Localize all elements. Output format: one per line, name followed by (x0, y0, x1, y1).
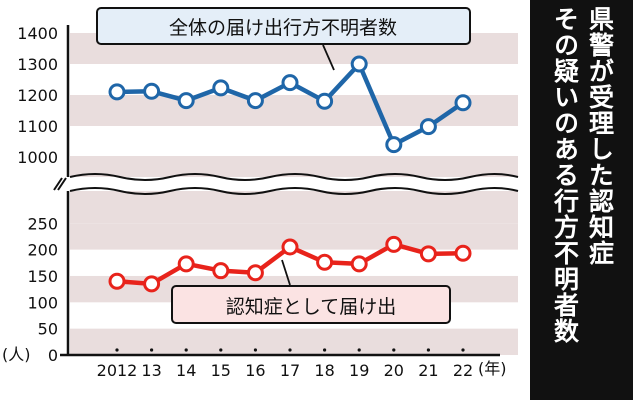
label-dementia: 認知症として届け出 (171, 259, 451, 324)
label-box-dementia (171, 285, 451, 324)
label-box-total (96, 7, 471, 45)
x-unit-label: (年) (478, 359, 507, 378)
label-total: 全体の届け出行方不明者数 (96, 7, 471, 71)
lower-y-ticks: 250 200 150 100 50 0 (27, 214, 58, 365)
y-tick-label: 200 (27, 241, 58, 260)
data-point (177, 92, 195, 110)
side-title-col-2: その疑いのある行方不明者数 (551, 6, 581, 344)
data-point (316, 92, 334, 110)
x-tick-dot (323, 348, 327, 352)
y-tick-label: 1200 (17, 86, 58, 105)
data-point (385, 235, 403, 253)
x-tick-label: 22 (453, 361, 473, 380)
data-point (143, 275, 161, 293)
y-tick-label: 1300 (17, 55, 58, 74)
series-name-total: 全体の届け出行方不明者数 (169, 17, 397, 39)
y-tick-label: 50 (38, 320, 58, 339)
y-tick-label: 1100 (17, 117, 58, 136)
y-tick-label: 150 (27, 267, 58, 286)
axis-break (30, 173, 530, 195)
data-point (143, 82, 161, 100)
y-tick-label: 100 (27, 293, 58, 312)
x-tick-label: 17 (280, 361, 300, 380)
data-point (419, 245, 437, 263)
data-point (246, 92, 264, 110)
x-tick-label: 19 (349, 361, 369, 380)
data-point (281, 238, 299, 256)
x-tick-label: 13 (141, 361, 161, 380)
x-tick-dot (357, 348, 361, 352)
data-point (454, 94, 472, 112)
upper-y-ticks: 1400 1300 1200 1100 1000 (17, 24, 58, 167)
series-dementia (108, 235, 472, 293)
x-tick-label: 18 (314, 361, 334, 380)
x-tick-dot (219, 348, 223, 352)
y-tick-label: 1000 (17, 148, 58, 167)
data-point (177, 255, 195, 273)
series-name-dementia: 認知症として届け出 (226, 296, 396, 318)
x-tick-label: 14 (176, 361, 196, 380)
x-tick-dot (115, 348, 119, 352)
x-tick-label: 21 (418, 361, 438, 380)
x-tick-dot (461, 348, 465, 352)
x-tick-dot (426, 348, 430, 352)
x-tick-label: 16 (245, 361, 265, 380)
x-ticks: 2012 13 14 15 16 17 18 19 20 21 22 (97, 348, 473, 380)
side-title-col-1: 県警が受理した認知症 (586, 6, 616, 266)
x-tick-dot (253, 348, 257, 352)
data-point (385, 136, 403, 154)
axis-lines (60, 25, 500, 357)
data-point (212, 79, 230, 97)
grid-band (70, 95, 518, 126)
x-tick-dot (392, 348, 396, 352)
data-point (108, 83, 126, 101)
data-point (108, 272, 126, 290)
grid-band (70, 328, 518, 355)
leader-line-total (322, 44, 335, 71)
leader-line-dementia (281, 259, 291, 286)
data-point (316, 253, 334, 271)
grid-band (70, 156, 518, 178)
x-tick-label: 20 (384, 361, 404, 380)
data-point (350, 55, 368, 73)
x-tick-dot (288, 348, 292, 352)
x-tick-dot (150, 348, 154, 352)
x-tick-dot (184, 348, 188, 352)
series-total (108, 55, 472, 154)
y-tick-label: 0 (48, 346, 58, 365)
grid-band (70, 191, 518, 224)
y-tick-label: 1400 (17, 24, 58, 43)
data-point (281, 74, 299, 92)
data-point (454, 244, 472, 262)
side-title-panel: 県警が受理した認知症 その疑いのある行方不明者数 (530, 0, 633, 400)
data-point (246, 264, 264, 282)
x-tick-label: 2012 (97, 361, 138, 380)
data-point (350, 255, 368, 273)
y-tick-label: 250 (27, 214, 58, 233)
x-tick-label: 15 (211, 361, 231, 380)
unit-label: (人) (2, 345, 31, 364)
data-point (212, 262, 230, 280)
data-point (419, 118, 437, 136)
